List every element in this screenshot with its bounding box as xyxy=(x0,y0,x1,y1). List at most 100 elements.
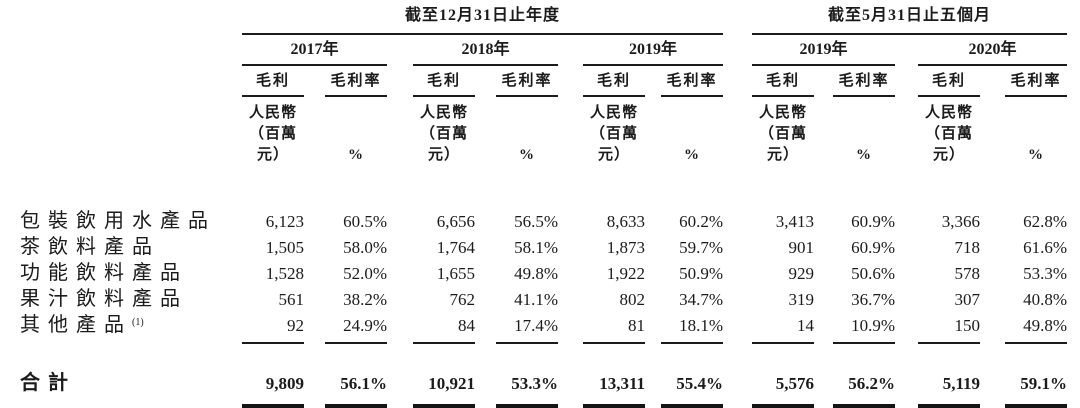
rule-pair xyxy=(413,342,558,344)
gpm-cell: 49.8% xyxy=(1023,316,1067,335)
gp-cell: 3,366 xyxy=(941,212,980,231)
rule-pair xyxy=(752,342,895,344)
double-rule-pair xyxy=(242,404,387,408)
gpm-cell: 38.2% xyxy=(343,290,387,309)
currency-unit: 人民幣 （百萬元） xyxy=(752,103,814,166)
row-label-text: 功能飲料產品 xyxy=(20,262,188,284)
value-pair: 3,413 60.9% xyxy=(752,212,895,232)
gp-total-cell: 5,119 xyxy=(942,374,980,393)
rule xyxy=(413,342,475,344)
gpm-header: 毛利率 xyxy=(661,66,723,97)
units-row: 人民幣 （百萬元） % 人民幣 （百萬元） % 人民幣 （百萬元） % 人民幣 （百萬元… xyxy=(20,103,1080,166)
rule xyxy=(918,342,980,344)
double-rule xyxy=(325,404,387,408)
gp-header: 毛利 xyxy=(583,66,645,97)
value-pair: 1,764 58.1% xyxy=(413,238,558,258)
gp-cell: 718 xyxy=(954,238,981,257)
value-pair: 1,655 49.8% xyxy=(413,264,558,284)
gpm-cell: 60.2% xyxy=(679,212,723,231)
table-row-juice: 果汁飲料產品 561 38.2% 762 41.1% 802 34.7% 319 36.… xyxy=(20,284,1080,310)
total-double-rule-row xyxy=(20,404,1080,408)
gpm-cell: 60.5% xyxy=(343,212,387,231)
double-rule xyxy=(833,404,895,408)
value-pair: 81 18.1% xyxy=(583,316,723,336)
gp-cell: 1,922 xyxy=(606,264,645,283)
gpm-cell: 10.9% xyxy=(851,316,895,335)
total-label: 合計 xyxy=(20,370,242,396)
gp-cell: 6,123 xyxy=(265,212,304,231)
footnote-marker: (1) xyxy=(132,317,144,328)
gpm-cell: 18.1% xyxy=(679,316,723,335)
double-rule xyxy=(1005,404,1067,408)
gpm-total-cell: 56.1% xyxy=(340,374,387,393)
gpm-cell: 58.1% xyxy=(514,238,558,257)
measure-header-row: 毛利 毛利率 毛利 毛利率 毛利 毛利率 毛利 毛利率 毛利 毛利率 xyxy=(20,66,1080,97)
value-pair: 5,119 59.1% xyxy=(918,374,1067,394)
gp-cell: 802 xyxy=(619,290,646,309)
value-pair: 6,123 60.5% xyxy=(242,212,387,232)
value-pair: 150 49.8% xyxy=(918,316,1068,336)
gpm-cell: 61.6% xyxy=(1023,238,1067,257)
units-pair: 人民幣 （百萬元） % xyxy=(242,103,387,166)
double-rule-pair xyxy=(583,404,723,408)
rule xyxy=(833,342,895,344)
gp-header: 毛利 xyxy=(752,66,814,97)
value-pair: 561 38.2% xyxy=(242,290,388,310)
gpm-cell: 60.9% xyxy=(851,238,895,257)
label-col-spacer xyxy=(20,404,242,408)
measure-pair: 毛利 毛利率 xyxy=(583,66,723,97)
col-gap xyxy=(558,342,583,344)
gp-cell: 1,528 xyxy=(265,264,304,283)
measure-pair: 毛利 毛利率 xyxy=(752,66,895,97)
gp-header: 毛利 xyxy=(242,66,304,97)
col-gap xyxy=(895,342,918,344)
row-label: 其他產品(1) xyxy=(20,310,242,338)
double-rule xyxy=(242,404,304,408)
value-pair: 1,528 52.0% xyxy=(242,264,387,284)
rule xyxy=(661,342,723,344)
units-pair: 人民幣 （百萬元） % xyxy=(413,103,558,166)
rule xyxy=(1005,342,1067,344)
row-label-text: 包裝飲用水產品 xyxy=(20,210,216,232)
currency-unit: 人民幣 （百萬元） xyxy=(242,103,304,166)
year-2019: 2019年 xyxy=(583,35,723,66)
col-gap xyxy=(895,404,918,408)
currency-unit: 人民幣 （百萬元） xyxy=(918,103,980,166)
currency-line1: 人民幣 xyxy=(419,105,468,121)
gp-cell: 14 xyxy=(797,316,814,335)
gp-total-cell: 13,311 xyxy=(599,374,645,393)
col-gap xyxy=(387,342,413,344)
value-pair: 6,656 56.5% xyxy=(413,212,558,232)
col-gap xyxy=(387,404,413,408)
currency-line2: （百萬元） xyxy=(924,126,973,163)
currency-line2: （百萬元） xyxy=(758,126,807,163)
rule xyxy=(583,342,645,344)
table-row-tea: 茶飲料產品 1,505 58.0% 1,764 58.1% 1,873 59.7% 9… xyxy=(20,232,1080,258)
double-rule xyxy=(583,404,645,408)
double-rule xyxy=(496,404,558,408)
value-pair: 1,873 59.7% xyxy=(583,238,723,258)
value-pair: 929 50.6% xyxy=(752,264,896,284)
gpm-cell: 60.9% xyxy=(851,212,895,231)
value-pair: 1,505 58.0% xyxy=(242,238,387,258)
gp-cell: 1,655 xyxy=(436,264,475,283)
period-group-five-months: 截至5月31日止五個月 xyxy=(752,6,1067,35)
gpm-cell: 59.7% xyxy=(679,238,723,257)
gpm-total-cell: 56.2% xyxy=(848,374,895,393)
gpm-cell: 62.8% xyxy=(1023,212,1067,231)
gpm-cell: 56.5% xyxy=(514,212,558,231)
gpm-cell: 24.9% xyxy=(343,316,387,335)
units-pair: 人民幣 （百萬元） % xyxy=(583,103,723,166)
gpm-cell: 36.7% xyxy=(851,290,895,309)
gpm-cell: 49.8% xyxy=(514,264,558,283)
gp-cell: 901 xyxy=(788,238,815,257)
year-header-row: 2017年 2018年 2019年 2019年 2020年 xyxy=(20,35,1080,66)
value-pair: 718 61.6% xyxy=(918,238,1068,258)
units-pair: 人民幣 （百萬元） % xyxy=(918,103,1067,166)
gpm-cell: 58.0% xyxy=(343,238,387,257)
row-label-text: 茶飲料產品 xyxy=(20,236,160,258)
percent-unit: % xyxy=(519,147,535,163)
table-row-total: 合計 9,809 56.1% 10,921 53.3% 13,311 55.4% 5,… xyxy=(20,370,1080,396)
row-label: 功能飲料產品 xyxy=(20,258,242,286)
rule-pair xyxy=(242,342,387,344)
